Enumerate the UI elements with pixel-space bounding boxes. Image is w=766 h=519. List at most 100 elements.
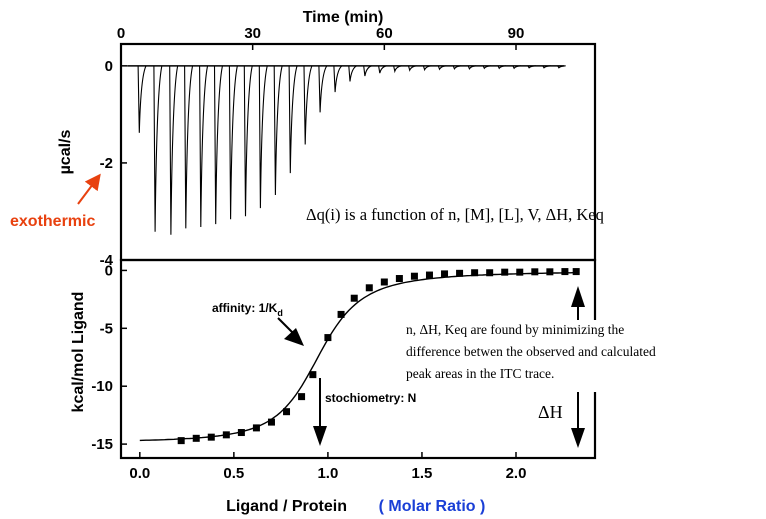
time-tick-label-0: 0	[117, 25, 125, 42]
isotherm-point-26	[546, 268, 554, 276]
time-tick-label-3: 90	[508, 25, 525, 42]
ratio-axis-ticks: 0.0 0.5 1.0 1.5 2.0	[129, 452, 526, 482]
ucal-axis-label: µcal/s	[57, 130, 74, 175]
kcal-tick-label-1: -5	[100, 320, 113, 337]
ratio-tick-label-1: 0.5	[223, 465, 244, 482]
isotherm-point-19	[441, 270, 449, 278]
injection-peak-19	[407, 65, 417, 72]
isotherm-points	[177, 268, 580, 445]
injection-peak-20	[422, 65, 432, 72]
isotherm-point-2	[192, 434, 200, 442]
kcal-axis-ticks: 0 -5 -10 -15	[91, 262, 127, 453]
injection-peak-17	[378, 65, 387, 74]
ucal-axis-ticks: 0 -2 -4	[100, 58, 127, 269]
ucal-tick-label-2: -4	[100, 252, 114, 269]
thermogram-trace	[127, 65, 566, 235]
isotherm-point-28	[572, 268, 580, 276]
ratio-axis-label: Ligand / Protein	[226, 498, 347, 515]
injection-peak-26	[512, 65, 521, 70]
injection-peak-22	[452, 65, 462, 71]
note-box	[402, 320, 756, 392]
note-text: n, ΔH, Keq are found by minimizing the d…	[406, 322, 659, 381]
ratio-tick-label-2: 1.0	[317, 465, 338, 482]
dh-arrow-head-up	[571, 286, 585, 307]
isotherm-point-8	[283, 408, 291, 416]
ucal-tick-label-0: 0	[105, 58, 113, 75]
kcal-tick-label-3: -15	[91, 436, 113, 453]
isotherm-point-10	[309, 371, 317, 379]
injection-peak-18	[393, 65, 402, 74]
injection-peak-1	[137, 65, 147, 133]
thermogram-panel: 0 30 60 90 0 -2 -4 Time (min) µcal/s exotherm…	[10, 9, 604, 269]
isotherm-point-1	[177, 437, 185, 445]
isotherm-point-13	[350, 294, 358, 302]
injection-peak-5	[199, 65, 209, 228]
injection-peak-12	[303, 65, 313, 145]
injection-peak-7	[228, 65, 238, 220]
molar-ratio-label: ( Molar Ratio )	[379, 498, 486, 515]
injection-peak-3	[169, 65, 179, 235]
isotherm-point-25	[531, 268, 539, 276]
affinity-label: affinity: 1/Kd	[212, 301, 283, 318]
injection-peak-2	[153, 65, 163, 232]
isotherm-point-12	[337, 310, 345, 318]
injection-peak-21	[437, 65, 447, 71]
stoichiometry-arrow-head	[313, 426, 327, 446]
injection-peak-6	[213, 65, 224, 225]
injection-peak-10	[273, 65, 283, 196]
ucal-tick-label-1: -2	[100, 155, 113, 172]
exothermic-label: exothermic	[10, 213, 95, 230]
injection-peak-16	[363, 65, 372, 77]
kcal-axis-label: kcal/mol Ligand	[70, 292, 87, 413]
injection-peak-13	[318, 65, 328, 113]
injection-peak-4	[184, 65, 194, 229]
kcal-tick-label-0: 0	[105, 262, 113, 279]
exothermic-arrow	[77, 173, 101, 205]
time-axis-ticks: 0 30 60 90	[117, 25, 525, 50]
stoichiometry-label: stochiometry: N	[325, 391, 416, 405]
injection-peak-9	[258, 65, 268, 209]
isotherm-point-20	[456, 269, 464, 277]
injection-peak-14	[333, 65, 343, 93]
injection-peak-24	[482, 65, 492, 70]
isotherm-point-3	[207, 433, 215, 441]
isotherm-point-4	[222, 431, 230, 439]
isotherm-point-18	[425, 271, 433, 279]
kcal-tick-label-2: -10	[91, 378, 113, 395]
isotherm-point-24	[516, 268, 524, 276]
isotherm-point-7	[267, 418, 275, 426]
injection-peak-28	[542, 65, 551, 69]
isotherm-point-17	[410, 272, 418, 280]
isotherm-point-21	[471, 269, 479, 277]
ratio-tick-label-0: 0.0	[129, 465, 150, 482]
time-tick-label-1: 30	[244, 25, 261, 42]
injection-peak-27	[527, 65, 536, 69]
injection-peak-11	[288, 65, 298, 174]
injection-peak-25	[497, 65, 507, 70]
ratio-tick-label-3: 1.5	[412, 465, 433, 482]
isotherm-point-22	[486, 269, 494, 277]
isotherm-point-15	[380, 278, 388, 286]
isotherm-panel: 0.0 0.5 1.0 1.5 2.0 0 -5 -10 -15 kcal/mol Ligan…	[70, 258, 756, 515]
isotherm-point-5	[237, 429, 245, 437]
isotherm-point-23	[501, 268, 509, 276]
dh-arrow-head-down	[571, 428, 585, 448]
thermogram-frame	[119, 42, 597, 262]
time-axis-label: Time (min)	[303, 9, 384, 26]
isotherm-point-11	[324, 334, 332, 342]
injection-peak-15	[348, 65, 358, 82]
isotherm-point-27	[561, 268, 569, 276]
ratio-tick-label-4: 2.0	[506, 465, 527, 482]
isotherm-point-6	[252, 424, 260, 432]
injection-peak-29	[557, 65, 566, 69]
isotherm-point-16	[395, 275, 403, 283]
injection-peak-8	[243, 65, 253, 217]
time-tick-label-2: 60	[376, 25, 393, 42]
equation-annotation: Δq(i) is a function of n, [M], [L], V, Δ…	[306, 205, 604, 224]
isotherm-point-9	[298, 393, 306, 401]
affinity-arrow-head	[284, 328, 304, 346]
isotherm-point-14	[365, 284, 373, 292]
dh-label: ΔH	[538, 402, 563, 422]
